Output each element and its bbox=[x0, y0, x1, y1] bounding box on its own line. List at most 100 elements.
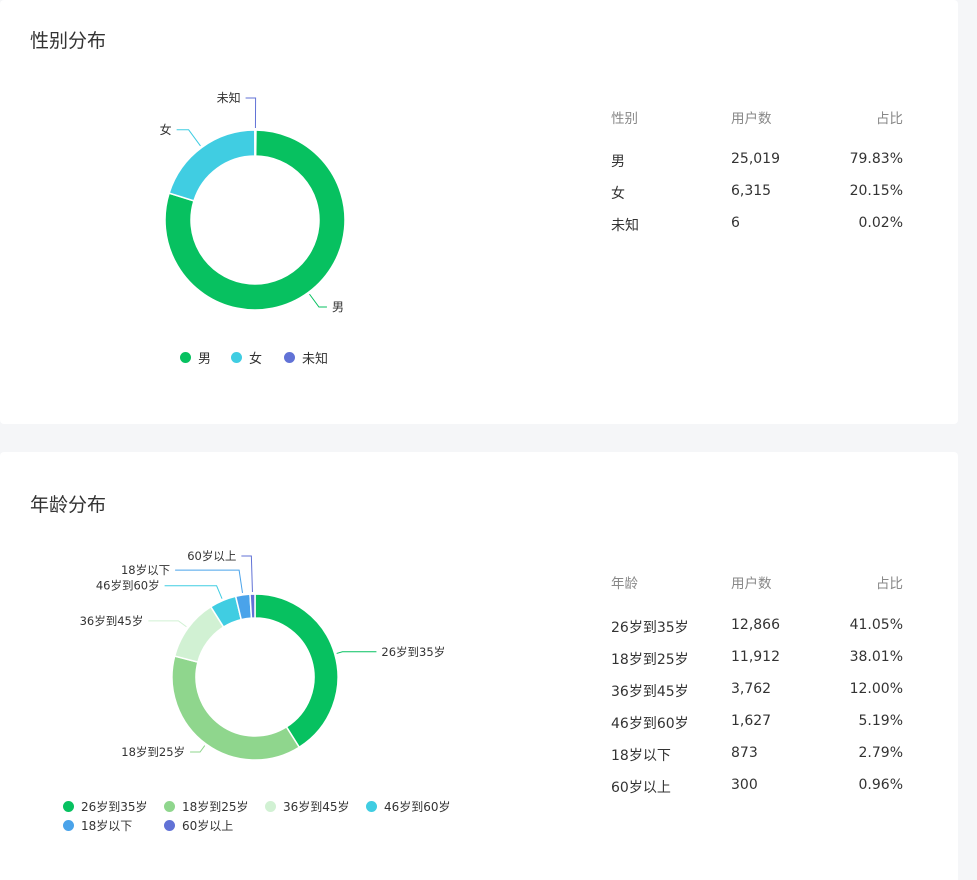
gender-slice-label: 女 bbox=[160, 122, 172, 137]
legend-swatch bbox=[231, 352, 242, 363]
row-pct: 38.01% bbox=[849, 649, 903, 665]
row-count: 3,762 bbox=[731, 681, 772, 697]
age-table-header: 年龄 用户数 占比 bbox=[611, 572, 903, 592]
legend-swatch bbox=[164, 801, 175, 812]
gender-slice[interactable] bbox=[164, 129, 346, 311]
age-leader-line bbox=[148, 620, 187, 628]
legend-swatch bbox=[180, 352, 191, 363]
table-row: 36岁到45岁 3,762 12.00% bbox=[611, 681, 903, 701]
legend-item[interactable]: 18岁以下 bbox=[63, 817, 164, 834]
age-leader-line bbox=[175, 569, 243, 593]
table-row: 46岁到60岁 1,627 5.19% bbox=[611, 713, 903, 733]
row-count: 6,315 bbox=[731, 183, 772, 199]
col-header-age: 年龄 bbox=[611, 576, 638, 592]
legend-item[interactable]: 46岁到60岁 bbox=[366, 798, 466, 815]
gender-donut-chart: 男 女 未知 bbox=[160, 91, 346, 314]
age-slice-label: 18岁以下 bbox=[121, 563, 170, 577]
legend-item[interactable]: 36岁到45岁 bbox=[265, 798, 366, 815]
age-slice-label: 60岁以上 bbox=[187, 549, 236, 563]
age-leader-line bbox=[336, 651, 377, 654]
row-pct: 5.19% bbox=[858, 713, 903, 729]
row-label: 46岁到60岁 bbox=[611, 716, 689, 732]
age-table: 年龄 用户数 占比 26岁到35岁 12,866 41.05% 18岁到25岁 11,9… bbox=[611, 572, 903, 802]
legend-item[interactable]: 未知 bbox=[284, 348, 364, 367]
age-leader-line bbox=[164, 585, 223, 599]
legend-label: 46岁到60岁 bbox=[384, 800, 451, 814]
table-row: 18岁以下 873 2.79% bbox=[611, 745, 903, 765]
legend-label: 60岁以上 bbox=[182, 819, 234, 833]
row-label: 男 bbox=[611, 154, 625, 170]
row-count: 12,866 bbox=[731, 617, 780, 633]
legend-label: 26岁到35岁 bbox=[81, 800, 148, 814]
gender-leader-line bbox=[309, 293, 327, 308]
row-label: 女 bbox=[611, 186, 625, 202]
legend-swatch bbox=[265, 801, 276, 812]
gender-slice[interactable] bbox=[254, 129, 257, 157]
age-slice-label: 26岁到35岁 bbox=[381, 645, 445, 659]
table-row: 男 25,019 79.83% bbox=[611, 151, 903, 171]
row-count: 25,019 bbox=[731, 151, 780, 167]
legend-item[interactable]: 18岁到25岁 bbox=[164, 798, 265, 815]
col-header-gender: 性别 bbox=[611, 111, 638, 127]
age-slice-label: 46岁到60岁 bbox=[96, 579, 160, 593]
gender-table-header: 性别 用户数 占比 bbox=[611, 107, 903, 127]
legend-item[interactable]: 女 bbox=[231, 348, 284, 367]
age-slice-label: 36岁到45岁 bbox=[80, 614, 144, 628]
row-label: 60岁以上 bbox=[611, 780, 671, 796]
legend-swatch bbox=[366, 801, 377, 812]
table-row: 未知 6 0.02% bbox=[611, 215, 903, 235]
gender-slice-label: 未知 bbox=[217, 91, 241, 105]
gender-slice-label: 男 bbox=[332, 300, 344, 314]
age-slice[interactable] bbox=[254, 593, 339, 749]
age-card: 年龄分布 26岁到35岁 18岁到25岁 36岁到45岁 46岁到60岁 18岁以下 60… bbox=[0, 452, 958, 880]
row-pct: 20.15% bbox=[849, 183, 903, 199]
gender-leader-line bbox=[245, 97, 257, 129]
row-pct: 79.83% bbox=[849, 151, 903, 167]
row-label: 未知 bbox=[611, 218, 639, 234]
row-count: 1,627 bbox=[731, 713, 772, 729]
age-title: 年龄分布 bbox=[30, 494, 107, 516]
row-pct: 0.96% bbox=[858, 777, 903, 793]
col-header-users: 用户数 bbox=[731, 111, 772, 127]
table-row: 18岁到25岁 11,912 38.01% bbox=[611, 649, 903, 669]
age-leader-line bbox=[241, 555, 253, 593]
row-count: 6 bbox=[731, 215, 740, 231]
col-header-users: 用户数 bbox=[731, 576, 772, 592]
age-slice[interactable] bbox=[249, 593, 256, 619]
legend-label: 36岁到45岁 bbox=[283, 800, 350, 814]
gender-slice[interactable] bbox=[168, 129, 256, 202]
age-slice[interactable] bbox=[171, 655, 301, 761]
row-count: 873 bbox=[731, 745, 758, 761]
col-header-ratio: 占比 bbox=[876, 576, 903, 592]
gender-table: 性别 用户数 占比 男 25,019 79.83% 女 6,315 20.15% 未知 6 0.… bbox=[611, 107, 903, 247]
legend-label: 未知 bbox=[302, 352, 329, 367]
gender-legend: 男 女 未知 bbox=[180, 348, 440, 367]
col-header-ratio: 占比 bbox=[876, 111, 903, 127]
gender-title: 性别分布 bbox=[30, 30, 107, 52]
row-pct: 12.00% bbox=[849, 681, 903, 697]
table-row: 女 6,315 20.15% bbox=[611, 183, 903, 203]
gender-leader-line bbox=[176, 129, 201, 147]
row-label: 26岁到35岁 bbox=[611, 620, 689, 636]
row-label: 36岁到45岁 bbox=[611, 684, 689, 700]
table-row: 26岁到35岁 12,866 41.05% bbox=[611, 617, 903, 637]
legend-swatch bbox=[164, 820, 175, 831]
legend-label: 18岁以下 bbox=[81, 819, 133, 833]
legend-label: 18岁到25岁 bbox=[182, 800, 249, 814]
gender-card: 性别分布 男女未知 男女未知 性别 用户数 占比 男 25,019 79.83% 女 6… bbox=[0, 0, 958, 424]
age-leader-line bbox=[190, 745, 206, 753]
legend-label: 女 bbox=[249, 352, 263, 367]
legend-item[interactable]: 26岁到35岁 bbox=[63, 798, 164, 815]
legend-swatch bbox=[284, 352, 295, 363]
row-count: 300 bbox=[731, 777, 758, 793]
legend-swatch bbox=[63, 801, 74, 812]
legend-label: 男 bbox=[198, 352, 212, 367]
age-slice-label: 18岁到25岁 bbox=[121, 745, 185, 759]
legend-item[interactable]: 60岁以上 bbox=[164, 817, 264, 834]
legend-item[interactable]: 男 bbox=[180, 348, 231, 367]
row-pct: 41.05% bbox=[849, 617, 903, 633]
row-pct: 2.79% bbox=[858, 745, 903, 761]
row-label: 18岁到25岁 bbox=[611, 652, 689, 668]
row-label: 18岁以下 bbox=[611, 748, 671, 764]
table-row: 60岁以上 300 0.96% bbox=[611, 777, 903, 797]
